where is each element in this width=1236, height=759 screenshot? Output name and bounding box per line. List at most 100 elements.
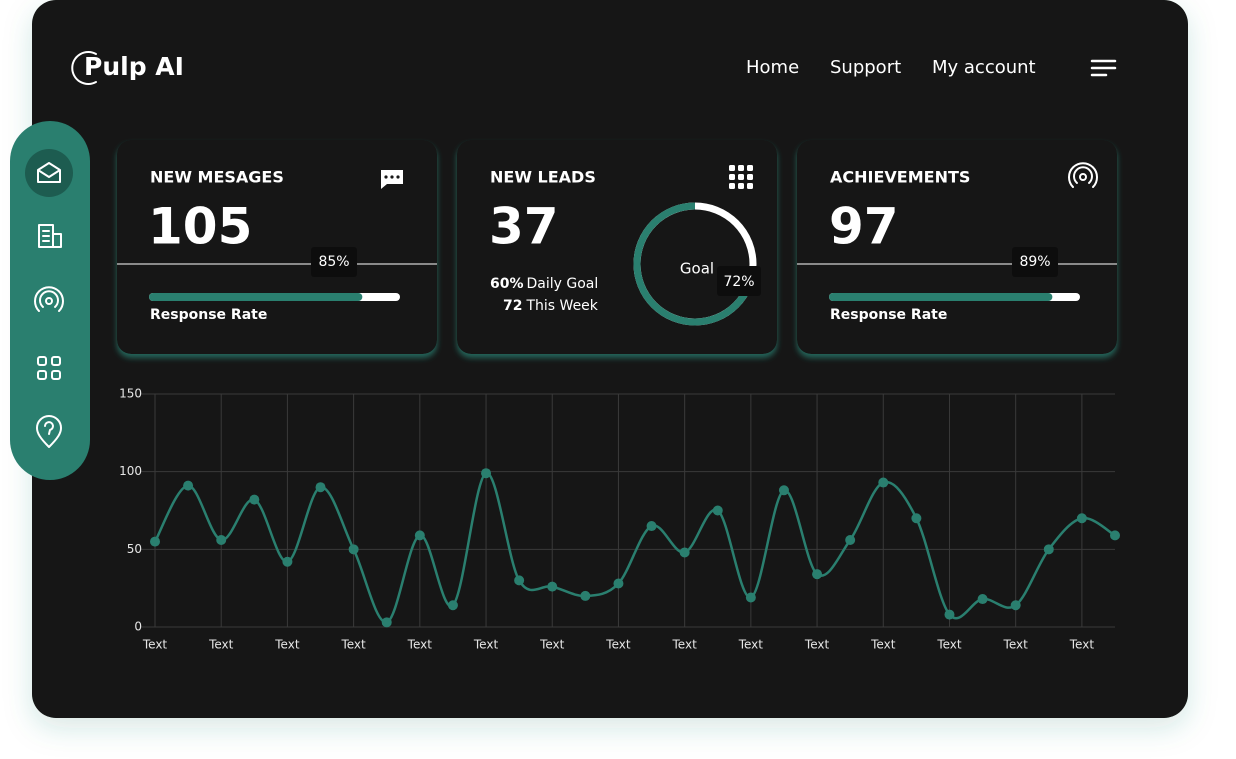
badge — [717, 266, 761, 296]
data-point — [1010, 600, 1021, 611]
x-tick-label: Text — [407, 638, 433, 652]
x-tick-label: Text — [539, 638, 565, 652]
card — [457, 140, 777, 354]
x-tick-label: Text — [870, 638, 896, 652]
dot — [747, 165, 753, 171]
x-tick-label: Text — [208, 638, 234, 652]
card-caption: Response Rate — [830, 307, 947, 323]
y-tick-label: 0 — [134, 620, 142, 634]
card-caption: Response Rate — [150, 307, 267, 323]
icon-help[interactable] — [36, 415, 62, 448]
daily-goal-value: 60% — [490, 276, 524, 292]
data-point — [944, 609, 955, 620]
x-tick-label: Text — [804, 638, 830, 652]
data-point — [679, 547, 690, 558]
data-point — [414, 530, 425, 541]
x-tick-label: Text — [936, 638, 962, 652]
icon-report[interactable] — [38, 224, 62, 248]
line-chart: Text Text Text Text Text Text Text Text Text Text… — [119, 387, 1120, 652]
card-value: 97 — [829, 198, 899, 256]
data-point — [977, 594, 988, 605]
icon-signal — [1068, 162, 1098, 188]
x-tick-label: Text — [1003, 638, 1029, 652]
daily-goal: 60% Daily Goal — [490, 276, 598, 292]
x-tick-label: Text — [340, 638, 366, 652]
data-point — [216, 535, 227, 546]
daily-goal-label: Daily Goal — [527, 276, 599, 292]
data-point — [778, 485, 789, 496]
data-point — [315, 482, 326, 493]
dot — [729, 174, 735, 180]
badge-label: 89% — [1019, 254, 1050, 270]
badge — [1012, 247, 1058, 277]
x-tick-label: Text — [605, 638, 631, 652]
dot — [729, 183, 735, 189]
dot — [729, 165, 735, 171]
data-point — [712, 505, 723, 516]
data-point — [812, 569, 823, 580]
sidebar-active — [25, 149, 73, 197]
nav-link[interactable]: Support — [830, 57, 901, 78]
card-title: NEW LEADS — [490, 168, 596, 187]
data-point — [878, 477, 889, 488]
dot — [747, 174, 753, 180]
x-tick-label: Text — [274, 638, 300, 652]
x-tick-label: Text — [738, 638, 764, 652]
x-tick-label: Text — [672, 638, 698, 652]
data-point — [514, 575, 525, 586]
badge-label: 85% — [318, 254, 349, 270]
nav-link[interactable]: Home — [746, 57, 799, 78]
data-point — [1110, 530, 1120, 541]
data-point — [580, 590, 591, 601]
icon-signal[interactable] — [34, 286, 64, 312]
data-point — [183, 480, 194, 491]
dot — [738, 165, 744, 171]
data-point — [282, 556, 293, 567]
dot — [738, 183, 744, 189]
y-tick-label: 150 — [119, 387, 142, 401]
data-point — [249, 494, 260, 505]
card-value: 105 — [148, 198, 252, 256]
data-point — [381, 617, 392, 628]
menu-button[interactable] — [1090, 59, 1117, 77]
icon-apps — [729, 165, 753, 189]
x-tick-label: Text — [142, 638, 168, 652]
week-label: This Week — [525, 298, 598, 314]
dot — [747, 183, 753, 189]
week-value: 72 — [503, 298, 522, 314]
badge-label: 72% — [723, 274, 754, 290]
data-point — [911, 513, 922, 524]
sidebar — [10, 121, 90, 480]
data-point — [481, 468, 492, 479]
icon-inbox[interactable] — [37, 162, 61, 183]
panel — [32, 0, 1188, 718]
x-tick-label: Text — [1069, 638, 1095, 652]
icon-chat — [381, 170, 403, 189]
data-point — [547, 581, 558, 592]
dot — [738, 174, 744, 180]
badge — [311, 247, 357, 277]
week: 72 This Week — [503, 298, 599, 314]
card-value: 37 — [489, 198, 559, 256]
x-tick-label: Text — [473, 638, 499, 652]
data-point — [646, 521, 657, 532]
data-point — [447, 600, 458, 611]
progress-fill — [149, 293, 363, 301]
card-title: NEW MESAGES — [150, 168, 284, 187]
logo: Pulp AI — [84, 52, 184, 81]
y-tick-label: 100 — [119, 464, 142, 478]
data-point — [150, 536, 160, 547]
data-point — [1043, 544, 1054, 555]
data-point — [348, 544, 359, 555]
icon-grid[interactable] — [37, 356, 61, 380]
data-point — [845, 535, 856, 546]
goal-label: Goal — [680, 260, 714, 278]
y-tick-label: 50 — [127, 542, 142, 556]
data-point — [1076, 513, 1087, 524]
nav-link[interactable]: My account — [932, 57, 1036, 78]
goal-arc — [633, 202, 756, 326]
data-point — [745, 592, 756, 603]
card-title: ACHIEVEMENTS — [830, 168, 970, 187]
data-point — [613, 578, 624, 589]
